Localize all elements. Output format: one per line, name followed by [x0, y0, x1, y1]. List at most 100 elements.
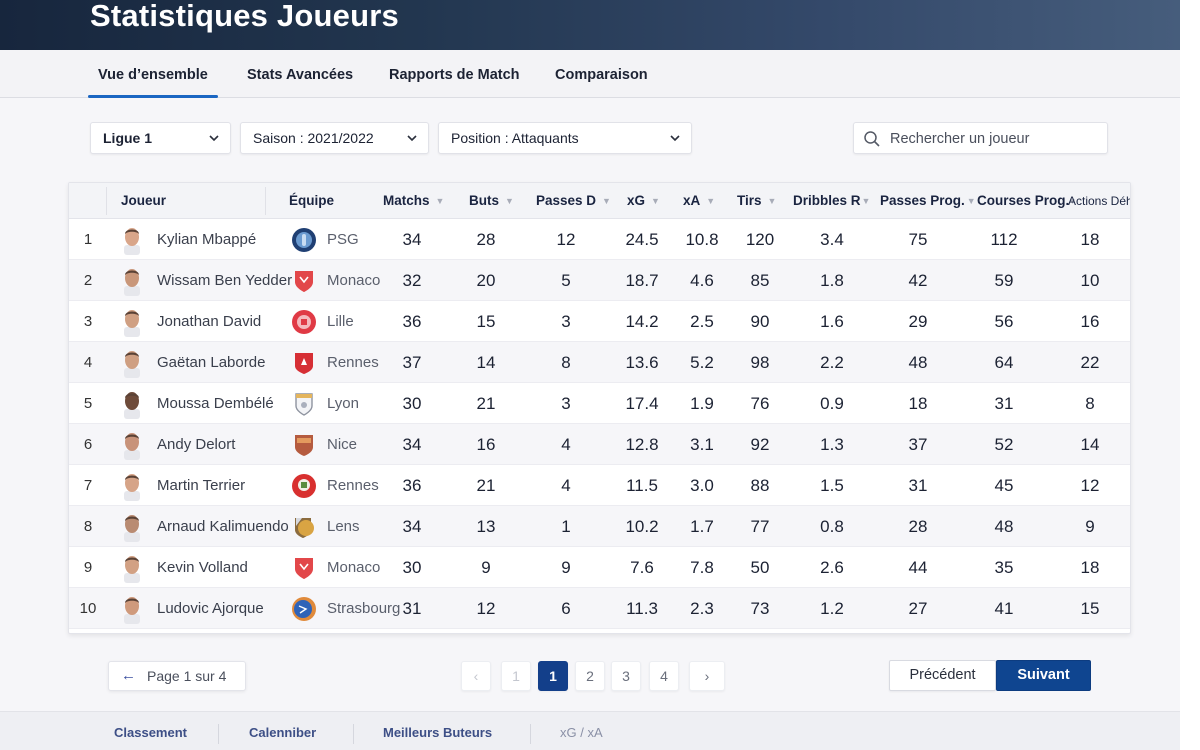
sort-caret-icon: ▼: [767, 196, 777, 206]
tab-comparison[interactable]: Comparaison: [555, 67, 648, 83]
stat-prog-carries: 31: [994, 394, 1014, 413]
footer-link-xg-xa[interactable]: xG / xA: [560, 725, 603, 740]
column-header-team[interactable]: Équipe: [289, 193, 335, 208]
pagination-next-arrow[interactable]: ›: [689, 661, 725, 691]
column-header-xg[interactable]: xG ▼: [627, 183, 660, 219]
stat-prog-carries: 52: [994, 435, 1014, 454]
stat-shots: 90: [750, 312, 770, 331]
stat-xg: 11.5: [626, 476, 658, 495]
stat-matches: 30: [402, 558, 422, 577]
tab-advanced-stats[interactable]: Stats Avancées: [247, 67, 354, 83]
team-crest-icon: [295, 353, 313, 374]
pagination-page-4[interactable]: 4: [649, 661, 679, 691]
player-name[interactable]: Ludovic Ajorque: [157, 600, 264, 617]
table-row[interactable]: 3 Jonathan David Lille 36 15 3 14.2 2.5 90 1.6 29 5…: [69, 301, 1130, 342]
rank-cell: 6: [83, 436, 93, 453]
sort-caret-icon: ▼: [505, 196, 514, 206]
player-search[interactable]: [853, 122, 1108, 154]
stat-prog-carries: 56: [994, 312, 1014, 331]
column-header-matches[interactable]: Matchs ▼: [383, 183, 444, 219]
rank-cell: 10: [79, 600, 97, 617]
player-name[interactable]: Gaëtan Laborde: [157, 354, 266, 371]
stat-prog-carries: 64: [994, 353, 1014, 372]
table-row[interactable]: 5 Moussa Dembélé Lyon 30 21 3 17.4 1.9 76 0.9 18 31…: [69, 383, 1130, 424]
footer-divider: [218, 724, 219, 744]
stat-def-actions: 14: [1080, 435, 1100, 454]
league-select[interactable]: Ligue 1: [90, 122, 231, 154]
player-name[interactable]: Martin Terrier: [157, 477, 246, 494]
footer-divider: [353, 724, 354, 744]
column-header-progressive-passes[interactable]: Passes Prog. ▼: [880, 183, 976, 219]
rank-cell: 2: [83, 272, 93, 289]
sort-caret-icon: ▼: [706, 196, 716, 206]
tab-match-reports[interactable]: Rapports de Match: [389, 67, 520, 83]
stat-xa: 2.3: [690, 599, 714, 618]
stat-shots: 98: [750, 353, 770, 372]
stat-prog-passes: 37: [908, 435, 928, 454]
table-row[interactable]: 10 Ludovic Ajorque Strasbourg 31 12 6 11.3 2.3 7…: [69, 588, 1130, 629]
stat-prog-passes: 29: [908, 312, 928, 331]
stat-xg: 11.3: [626, 599, 658, 618]
season-select-value: Saison : 2021/2022: [253, 130, 374, 146]
pagination-page-2[interactable]: 2: [575, 661, 605, 691]
stat-def-actions: 10: [1080, 271, 1100, 290]
pagination-page-3[interactable]: 3: [611, 661, 641, 691]
page-info-button[interactable]: ← Page 1 sur 4: [108, 661, 246, 691]
player-name[interactable]: Arnaud Kalimuendo: [157, 518, 289, 535]
footer-link-standings[interactable]: Classement: [114, 725, 187, 740]
column-header-progressive-carries[interactable]: Courses Prog.▾: [977, 183, 1075, 219]
player-avatar-icon: [124, 597, 140, 624]
team-crest-icon: [292, 310, 316, 334]
player-name[interactable]: Kevin Volland: [157, 559, 248, 576]
column-header-player[interactable]: Joueur: [121, 193, 167, 208]
stat-shots: 73: [750, 599, 770, 618]
player-name[interactable]: Jonathan David: [157, 313, 262, 330]
pagination-prev-arrow[interactable]: ‹: [461, 661, 491, 691]
column-header-shots[interactable]: Tirs ▼: [737, 183, 776, 219]
column-header-assists[interactable]: Passes D ▼: [536, 183, 611, 219]
player-avatar-icon: [124, 556, 140, 583]
table-row[interactable]: 9 Kevin Volland Monaco 30 9 9 7.6 7.8 50 2.6 44 35 1…: [69, 547, 1130, 588]
tab-overview[interactable]: Vue d’ensemble: [88, 50, 218, 98]
season-select[interactable]: Saison : 2021/2022: [240, 122, 429, 154]
table-row[interactable]: 7 Martin Terrier Rennes 36 21 4 11.5 3.0 88 1.5 31…: [69, 465, 1130, 506]
player-name[interactable]: Kylian Mbappé: [157, 231, 257, 248]
table-row[interactable]: 8 Arnaud Kalimuendo Lens 34 13 1 10.2 1.7 77 0.8 2…: [69, 506, 1130, 547]
right-gutter: [1180, 0, 1200, 750]
stat-assists: 6: [561, 599, 571, 618]
column-header-goals[interactable]: Buts ▼: [469, 183, 514, 219]
table-row[interactable]: 4 Gaëtan Laborde Rennes 37 14 8 13.6 5.2 98 2.2 48…: [69, 342, 1130, 383]
stat-matches: 34: [402, 517, 422, 536]
team-name: Rennes: [327, 477, 379, 494]
tab-bar: Vue d’ensemble Stats Avancées Rapports d…: [0, 50, 1180, 98]
player-avatar-icon: [124, 433, 140, 460]
position-select[interactable]: Position : Attaquants: [438, 122, 692, 154]
pagination-page-1[interactable]: 1: [538, 661, 568, 691]
column-header-xa[interactable]: xA ▼: [683, 183, 715, 219]
player-name[interactable]: Andy Delort: [157, 436, 236, 453]
stat-assists: 8: [561, 353, 571, 372]
stat-assists: 3: [561, 312, 571, 331]
column-header-dribbles[interactable]: Dribbles R▼: [793, 183, 870, 219]
player-name[interactable]: Wissam Ben Yedder: [157, 272, 293, 289]
search-input[interactable]: [890, 127, 1100, 151]
table-row[interactable]: 2 Wissam Ben Yedder Monaco 32 20 5 18.7 4.6 85 1.…: [69, 260, 1130, 301]
stat-xa: 5.2: [690, 353, 714, 372]
stat-prog-carries: 35: [994, 558, 1014, 577]
footer-nav: Classement Calenniber Meilleurs Buteurs …: [0, 711, 1180, 750]
stat-matches: 36: [402, 312, 422, 331]
table-row[interactable]: 6 Andy Delort Nice 34 16 4 12.8 3.1 92 1.3 37 52 14: [69, 424, 1130, 465]
next-button[interactable]: Suivant: [996, 660, 1091, 691]
column-header-defensive-actions[interactable]: Actions Déh: [1068, 194, 1131, 208]
player-name[interactable]: Moussa Dembélé: [157, 395, 274, 412]
footer-link-calendar[interactable]: Calenniber: [249, 725, 317, 740]
stat-xg: 13.6: [625, 353, 659, 372]
pagination-page-1-ghost[interactable]: 1: [501, 661, 531, 691]
stat-assists: 12: [556, 230, 576, 249]
previous-button[interactable]: Précédent: [889, 660, 996, 691]
footer-link-top-scorers[interactable]: Meilleurs Buteurs: [383, 725, 493, 740]
stat-prog-carries: 45: [994, 476, 1014, 495]
stat-assists: 5: [561, 271, 571, 290]
player-avatar-icon: [124, 515, 140, 542]
table-row[interactable]: 1 Kylian Mbappé PSG 34 28 12 24.5 10.8 120 3.4 75 1…: [69, 219, 1130, 260]
